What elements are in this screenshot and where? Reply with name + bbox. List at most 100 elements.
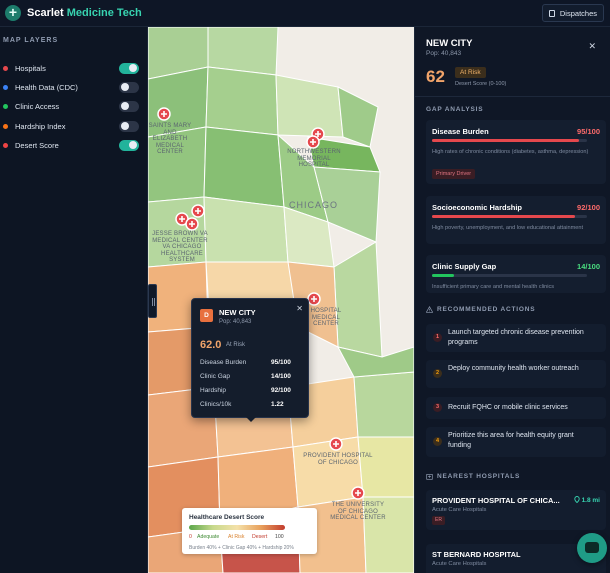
panel-population: Pop: 40,843 bbox=[426, 50, 462, 57]
top-bar: + Scarlet Medicine Tech Dispatches bbox=[0, 0, 610, 27]
action-text: Deploy community health worker outreach bbox=[448, 365, 579, 372]
gap-progress-track bbox=[432, 215, 587, 218]
gap-card-clinic-supply: Clinic Supply Gap 14/100 Insufficient pr… bbox=[426, 255, 606, 293]
map-layers-heading: MAP LAYERS bbox=[3, 37, 59, 44]
sidebar-collapse-handle[interactable] bbox=[148, 284, 157, 318]
layer-toggle-hardship-index[interactable] bbox=[119, 120, 139, 132]
popup-row-value: 92/100 bbox=[271, 387, 291, 394]
distance-value: 1.8 mi bbox=[581, 497, 600, 504]
layer-color-dot bbox=[3, 123, 8, 129]
place-label: SAINTS MARY AND ELIZABETH MEDICAL CENTER bbox=[148, 123, 192, 155]
layer-desert-score[interactable]: Desert Score bbox=[0, 138, 148, 152]
layer-label: Desert Score bbox=[15, 140, 59, 150]
hospital-icon bbox=[426, 474, 433, 480]
action-number: 4 bbox=[433, 437, 442, 446]
action-item[interactable]: 1 Launch targeted chronic disease preven… bbox=[426, 324, 606, 352]
layer-color-dot bbox=[3, 103, 8, 109]
hospital-type: Acute Care Hospitals bbox=[432, 561, 487, 567]
gap-title: Socioeconomic Hardship bbox=[432, 203, 523, 212]
gap-progress-fill bbox=[432, 139, 579, 142]
hospital-name: PROVIDENT HOSPITAL OF CHICA... bbox=[432, 496, 560, 505]
gap-progress-track bbox=[432, 139, 587, 142]
layer-color-dot bbox=[3, 142, 8, 148]
recommended-actions-heading: RECOMMENDED ACTIONS bbox=[426, 306, 535, 313]
toggle-knob bbox=[121, 83, 129, 91]
chat-button[interactable] bbox=[577, 533, 607, 563]
layer-health-data[interactable]: Health Data (CDC) bbox=[0, 80, 148, 94]
area-detail-panel: NEW CITY Pop: 40,843 ✕ 62 At Risk Desert… bbox=[414, 27, 610, 573]
panel-city-title: NEW CITY bbox=[426, 38, 473, 49]
score-caption: Desert Score (0-100) bbox=[455, 81, 507, 87]
gap-progress-fill bbox=[432, 274, 454, 277]
section-title: GAP ANALYSIS bbox=[426, 106, 484, 113]
layer-hospitals[interactable]: Hospitals bbox=[0, 61, 148, 75]
grip-icon bbox=[152, 298, 155, 306]
legend-formula: Burden 40% + Clinic Gap 40% + Hardship 2… bbox=[189, 545, 294, 551]
hospital-card[interactable]: ST BERNARD HOSPITAL Acute Care Hospitals bbox=[426, 544, 606, 573]
layer-hardship-index[interactable]: Hardship Index bbox=[0, 119, 148, 133]
hospital-type: Acute Care Hospitals bbox=[432, 507, 487, 513]
popup-row: Disease Burden 95/100 bbox=[200, 359, 304, 366]
panel-desert-score: 62 bbox=[426, 67, 445, 86]
popup-status: At Risk bbox=[226, 342, 246, 348]
layer-label: Hardship Index bbox=[15, 121, 66, 131]
dispatches-button[interactable]: Dispatches bbox=[541, 4, 604, 22]
toggle-knob bbox=[129, 141, 137, 149]
popup-row-label: Clinic Gap bbox=[200, 373, 230, 380]
layer-toggle-health-data[interactable] bbox=[119, 81, 139, 93]
popup-row-value: 1.22 bbox=[271, 401, 284, 408]
gap-value: 92/100 bbox=[577, 203, 600, 212]
popup-row-value: 14/100 bbox=[271, 373, 291, 380]
action-text: Prioritize this area for health equity g… bbox=[448, 432, 574, 449]
er-badge: ER bbox=[432, 516, 445, 525]
layer-color-dot bbox=[3, 84, 8, 90]
hospital-name: ST BERNARD HOSPITAL bbox=[432, 550, 521, 559]
layer-toggle-clinic-access[interactable] bbox=[119, 100, 139, 112]
divider bbox=[415, 96, 610, 97]
action-number: 2 bbox=[433, 369, 442, 378]
layer-toggle-hospitals[interactable] bbox=[119, 62, 139, 74]
hospital-card[interactable]: PROVIDENT HOSPITAL OF CHICA... 1.8 mi Ac… bbox=[426, 490, 606, 530]
popup-row: Hardship 92/100 bbox=[200, 387, 304, 394]
action-item[interactable]: 2 Deploy community health worker outreac… bbox=[426, 360, 606, 388]
popup-row-label: Disease Burden bbox=[200, 359, 247, 366]
plus-icon[interactable]: + bbox=[5, 5, 21, 21]
section-title: NEAREST HOSPITALS bbox=[437, 473, 521, 480]
action-item[interactable]: 4 Prioritize this area for health equity… bbox=[426, 427, 606, 457]
primary-driver-tag: Primary Driver bbox=[432, 169, 476, 179]
city-label: CHICAGO bbox=[289, 200, 339, 210]
place-label: THE UNIVERSITY OF CHICAGO MEDICAL CENTER bbox=[330, 502, 386, 521]
gap-description: High poverty, unemployment, and low educ… bbox=[432, 225, 584, 231]
gap-progress-track bbox=[432, 274, 587, 277]
warning-icon bbox=[426, 306, 433, 313]
layer-toggle-desert-score[interactable] bbox=[119, 139, 139, 151]
brand-name-part2: Medicine Tech bbox=[66, 7, 142, 19]
gap-analysis-heading: GAP ANALYSIS bbox=[426, 106, 483, 113]
place-label: VA CHICAGO HEALTHCARE SYSTEM bbox=[161, 244, 203, 263]
app-brand: Scarlet Medicine Tech bbox=[27, 7, 142, 19]
gap-title: Clinic Supply Gap bbox=[432, 262, 497, 271]
gap-description: Insufficient primary care and mental hea… bbox=[432, 284, 555, 290]
chat-bubble-icon bbox=[585, 542, 599, 553]
legend-adequate: Adequate bbox=[197, 534, 220, 540]
place-label: PROVIDENT HOSPITAL OF CHICAGO bbox=[303, 453, 373, 466]
legend-min: 0 bbox=[189, 534, 192, 540]
popup-score: 62.0 bbox=[200, 339, 222, 351]
layer-clinic-access[interactable]: Clinic Access bbox=[0, 99, 148, 113]
hospital-markers bbox=[157, 107, 365, 500]
status-badge: At Risk bbox=[455, 67, 486, 78]
toggle-knob bbox=[129, 64, 137, 72]
close-icon[interactable]: ✕ bbox=[588, 41, 596, 51]
action-number: 3 bbox=[433, 403, 442, 412]
gap-title: Disease Burden bbox=[432, 127, 489, 136]
place-label: HOSPITAL MEDICAL CENTER bbox=[310, 308, 342, 327]
nearest-hospitals-heading: NEAREST HOSPITALS bbox=[426, 473, 520, 480]
popup-row-value: 95/100 bbox=[271, 359, 291, 366]
close-icon[interactable]: ✕ bbox=[296, 304, 303, 313]
action-text: Launch targeted chronic disease preventi… bbox=[448, 329, 584, 346]
hospital-distance: 1.8 mi bbox=[574, 496, 600, 504]
legend-gradient-bar bbox=[189, 525, 285, 530]
action-item[interactable]: 3 Recruit FQHC or mobile clinic services bbox=[426, 397, 606, 419]
action-text: Recruit FQHC or mobile clinic services bbox=[448, 404, 568, 411]
legend-desert: Desert bbox=[252, 534, 268, 540]
